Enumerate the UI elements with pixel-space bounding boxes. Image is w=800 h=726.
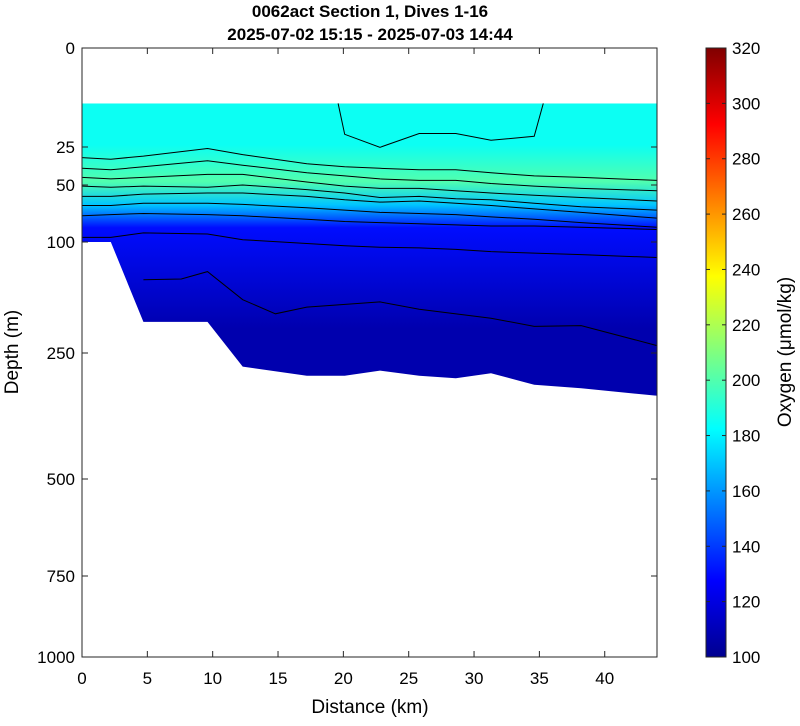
y-axis: 0 25 50 100 250 500 750 1000 <box>37 39 657 667</box>
colorbar-tick-label: 220 <box>732 316 760 335</box>
x-tick-label: 30 <box>465 669 484 688</box>
x-tick-label: 0 <box>77 669 86 688</box>
x-tick-label: 20 <box>334 669 353 688</box>
y-axis-label: Depth (m) <box>2 310 23 394</box>
colorbar-tick-label: 200 <box>732 371 760 390</box>
x-tick-label: 5 <box>143 669 152 688</box>
x-tick-label: 35 <box>530 669 549 688</box>
y-tick-label: 750 <box>47 567 75 586</box>
isoline-8 <box>82 232 658 258</box>
colorbar <box>705 47 727 658</box>
colorbar-tick-label: 300 <box>732 94 760 113</box>
x-axis: 0 5 10 15 20 25 30 35 40 <box>77 48 614 688</box>
x-axis-label: Distance (km) <box>311 697 428 718</box>
isoline-2 <box>81 160 658 192</box>
x-tick-label: 15 <box>269 669 288 688</box>
y-tick-label: 250 <box>47 344 75 363</box>
y-tick-label: 50 <box>56 176 75 195</box>
colorbar-tick-label: 320 <box>732 39 760 58</box>
colorbar-tick-label: 100 <box>732 648 760 667</box>
colorbar-tick-label: 240 <box>732 260 760 279</box>
y-tick-label: 500 <box>47 470 75 489</box>
x-tick-label: 10 <box>203 669 222 688</box>
y-tick-label: 1000 <box>37 648 75 667</box>
x-tick-label: 25 <box>399 669 418 688</box>
y-tick-label: 0 <box>66 39 75 58</box>
colorbar-tick-label: 120 <box>732 593 760 612</box>
isoline-7 <box>81 212 658 230</box>
isoline-1 <box>81 147 658 181</box>
colorbar-tick-label: 280 <box>732 150 760 169</box>
isoline-4 <box>81 184 658 211</box>
y-tick-label: 100 <box>47 233 75 252</box>
chart-subtitle: 2025-07-02 15:15 - 2025-07-03 14:44 <box>227 25 513 44</box>
isoline-6 <box>82 202 658 228</box>
colorbar-tick-label: 140 <box>732 537 760 556</box>
isoline-3 <box>81 173 658 202</box>
colorbar-tick-label: 260 <box>732 205 760 224</box>
isoline-5 <box>82 192 658 219</box>
isoline-surface <box>337 103 544 148</box>
x-tick-label: 40 <box>595 669 614 688</box>
isoline-deep <box>143 271 658 347</box>
chart-title: 0062act Section 1, Dives 1-16 <box>252 2 488 21</box>
colorbar-tick-label: 160 <box>732 482 760 501</box>
isolines <box>81 103 658 347</box>
colorbar-tick-label: 180 <box>732 427 760 446</box>
y-tick-label: 25 <box>56 138 75 157</box>
colorbar-axis: 100 120 140 160 180 200 220 240 260 280 300 320 <box>706 39 760 667</box>
colorbar-label: Oxygen (μmol/kg) <box>775 277 796 427</box>
